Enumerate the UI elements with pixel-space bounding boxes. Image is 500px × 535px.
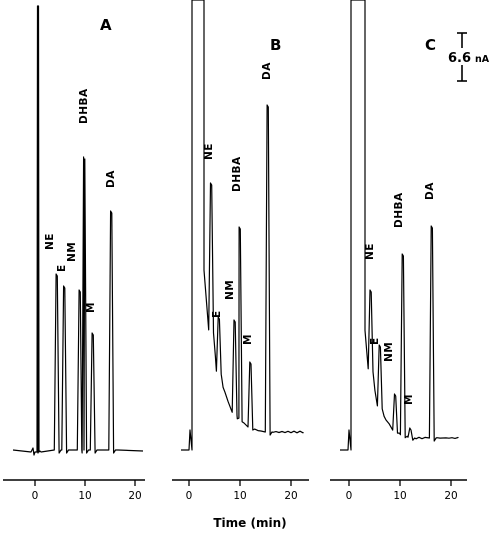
- panel-label: A: [100, 16, 112, 34]
- x-axis-title: Time (min): [213, 516, 286, 530]
- peak-label-da: DA: [424, 182, 436, 200]
- scale-bar: 6.6 nA: [447, 32, 499, 82]
- x-tick-label: 20: [284, 490, 297, 502]
- panel-a: 0 10 20 NE E NM DHBA M DA A: [3, 5, 145, 502]
- chromatogram-trace: [340, 0, 459, 451]
- peak-label-da: DA: [261, 62, 273, 80]
- x-tick-label: 10: [233, 490, 246, 502]
- x-tick-label: 10: [78, 490, 91, 502]
- peak-label-dhba: DHBA: [231, 156, 243, 192]
- peak-label-m: M: [85, 302, 97, 313]
- x-tick-label: 10: [393, 490, 406, 502]
- scale-bar-value: 6.6: [448, 51, 471, 66]
- x-tick-label: 0: [32, 490, 39, 502]
- peak-label-da: DA: [105, 170, 117, 188]
- peak-label-ne: NE: [364, 243, 376, 260]
- peak-label-nm: NM: [66, 242, 78, 262]
- peak-label-dhba: DHBA: [78, 88, 90, 124]
- panel-label: B: [270, 36, 281, 54]
- panel-b: 0 10 20 NE E NM DHBA M DA B: [172, 0, 309, 502]
- x-tick-label: 0: [346, 490, 353, 502]
- x-tick-label: 20: [444, 490, 457, 502]
- peak-label-e: E: [369, 337, 381, 345]
- chromatogram-trace: [181, 0, 304, 451]
- chromatogram-trace: [12, 5, 144, 456]
- peak-label-nm: NM: [224, 280, 236, 300]
- peak-label-nm: NM: [383, 342, 395, 362]
- panel-c: 0 10 20 NE ENM DHBA M DA C: [330, 0, 467, 502]
- peak-label-m: M: [242, 334, 254, 345]
- peak-label-ne: NE: [44, 233, 56, 250]
- x-tick-label: 20: [128, 490, 141, 502]
- peak-label-dhba: DHBA: [393, 192, 405, 228]
- x-tick-label: 0: [186, 490, 193, 502]
- peak-label-m: M: [403, 394, 415, 405]
- peak-label-e: E: [56, 264, 68, 272]
- peak-label-ne: NE: [203, 143, 215, 160]
- panel-label: C: [425, 36, 436, 54]
- peak-label-e: E: [211, 310, 223, 318]
- scale-bar-unit: nA: [475, 54, 490, 65]
